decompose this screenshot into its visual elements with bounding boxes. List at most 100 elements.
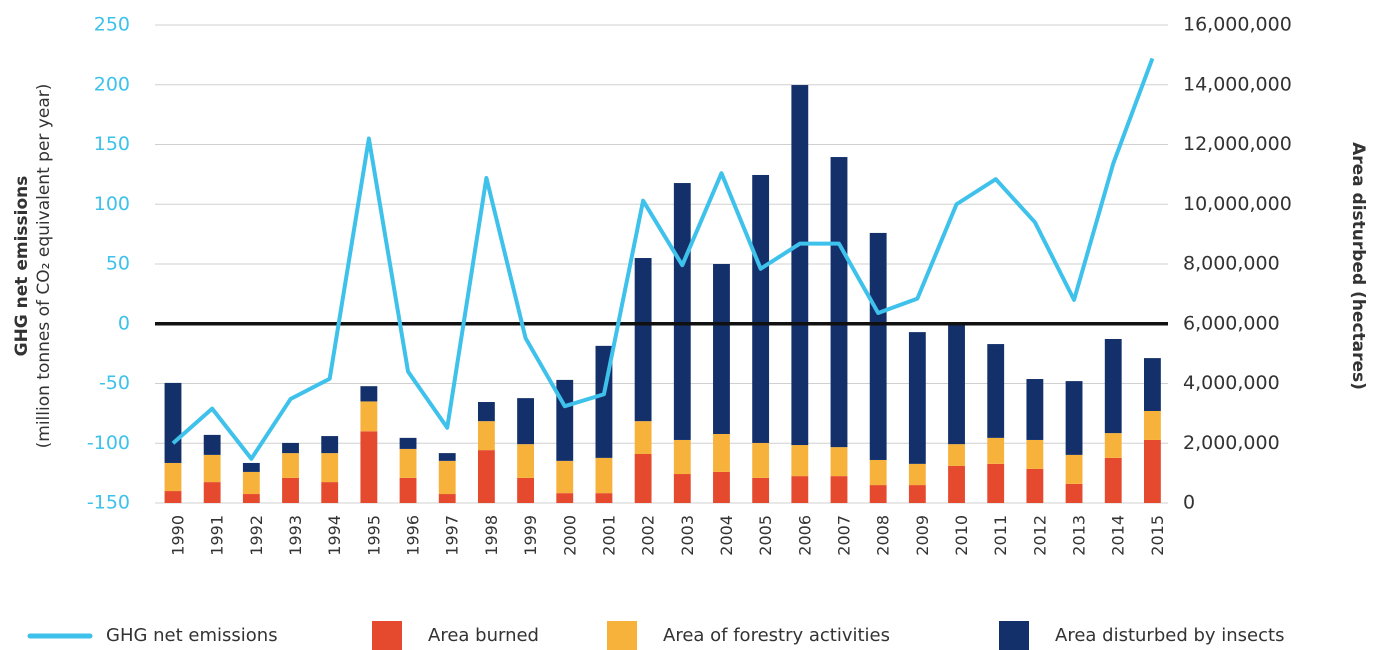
- y2-tick-label: 6,000,000: [1183, 312, 1280, 334]
- x-tick-group: 2008: [874, 515, 893, 556]
- bar-segment: [791, 476, 809, 503]
- bar-segment: [595, 457, 613, 494]
- x-tick-group: 1993: [286, 515, 305, 556]
- x-tick-label: 2012: [1030, 515, 1049, 556]
- y2-tick-label: 12,000,000: [1183, 133, 1292, 155]
- bar-segment: [869, 459, 887, 486]
- x-tick-label: 1994: [325, 515, 344, 556]
- x-tick-group: 2002: [639, 515, 658, 556]
- y2-tick-label: 14,000,000: [1183, 73, 1292, 95]
- x-tick-group: 1995: [364, 515, 383, 556]
- y-tick-label: 100: [94, 193, 130, 215]
- x-tick-label: 2008: [874, 515, 893, 556]
- bar-segment: [869, 232, 887, 460]
- x-tick-group: 2013: [1070, 515, 1089, 556]
- y2-tick-label: 2,000,000: [1183, 432, 1280, 454]
- bar-segment: [360, 401, 378, 432]
- bar-segment: [282, 442, 299, 454]
- bar-segment: [517, 477, 535, 503]
- bar-segment: [360, 431, 378, 503]
- bar-segment: [438, 460, 456, 495]
- bar-segment: [242, 494, 260, 503]
- x-tick-group: 1998: [482, 515, 501, 556]
- legend-label: Area burned: [428, 625, 539, 646]
- legend-swatch: [999, 621, 1029, 650]
- bar-segment: [282, 453, 299, 478]
- x-tick-group: 1991: [208, 515, 227, 556]
- x-tick-label: 1990: [168, 515, 187, 556]
- x-tick-group: 2006: [795, 515, 814, 556]
- y2-tick-label: 8,000,000: [1183, 253, 1280, 275]
- bar-segment: [438, 453, 456, 461]
- y-tick-label: -50: [99, 372, 130, 394]
- x-tick-label: 2001: [599, 515, 618, 556]
- bar-segment: [242, 471, 260, 495]
- bar-segment: [634, 454, 652, 503]
- bar-segment: [477, 450, 495, 503]
- bar-segment: [321, 482, 339, 503]
- x-tick-group: 2003: [678, 515, 697, 556]
- y-tick-label: 200: [94, 73, 130, 95]
- x-tick-label: 2003: [678, 515, 697, 556]
- legend-swatch: [607, 621, 637, 650]
- legend-swatch: [372, 621, 402, 650]
- x-tick-label: 1998: [482, 515, 501, 556]
- bar-segment: [1104, 433, 1122, 458]
- bar-segment: [1026, 379, 1044, 440]
- x-tick-group: 1992: [247, 515, 266, 556]
- bar-segment: [1065, 454, 1083, 484]
- bar-segment: [673, 474, 691, 503]
- bar-segment: [203, 454, 221, 483]
- x-tick-label: 2010: [952, 515, 971, 556]
- bar-segment: [948, 444, 965, 466]
- x-tick-group: 2011: [991, 515, 1010, 556]
- x-tick-group: 1999: [521, 515, 540, 556]
- x-tick-group: 2004: [717, 515, 736, 556]
- bar-segment: [556, 493, 574, 503]
- x-tick-label: 1991: [208, 515, 227, 556]
- bar-segment: [791, 445, 809, 477]
- bar-segment: [1026, 468, 1044, 503]
- bar-segment: [908, 485, 926, 503]
- bar-segment: [517, 444, 535, 478]
- bar-segment: [713, 471, 730, 503]
- x-tick-label: 2013: [1070, 515, 1089, 556]
- bar-segment: [164, 382, 182, 463]
- bar-segment: [360, 386, 378, 402]
- bar-segment: [517, 398, 535, 445]
- x-tick-label: 2011: [991, 515, 1010, 556]
- bar-segment: [203, 434, 221, 455]
- x-tick-label: 1997: [443, 515, 462, 556]
- x-tick-label: 1999: [521, 515, 540, 556]
- x-tick-label: 2006: [795, 515, 814, 556]
- bar-segment: [634, 421, 652, 455]
- bar-segment: [1026, 439, 1044, 469]
- x-tick-group: 2010: [952, 515, 971, 556]
- legend-label: GHG net emissions: [106, 625, 278, 646]
- bar-segment: [1065, 483, 1083, 503]
- bar-segment: [830, 157, 848, 448]
- bar-segment: [752, 477, 770, 503]
- bar-segment: [673, 439, 691, 475]
- bar-segment: [477, 421, 495, 451]
- bar-segment: [713, 433, 730, 472]
- y2-axis-title-group: Area disturbed (hectares): [1348, 142, 1368, 390]
- x-tick-label: 1995: [364, 515, 383, 556]
- bar-segment: [203, 482, 221, 503]
- bar-segment: [987, 463, 1005, 503]
- y-tick-label: 150: [94, 133, 130, 155]
- x-tick-label: 2004: [717, 515, 736, 556]
- legend-label: Area disturbed by insects: [1055, 625, 1284, 646]
- bar-segment: [242, 462, 260, 472]
- y2-tick-label: 10,000,000: [1183, 193, 1292, 215]
- bar-segment: [164, 491, 182, 503]
- bar-segment: [830, 447, 848, 477]
- x-tick-label: 2000: [560, 515, 579, 556]
- x-tick-group: 2009: [913, 515, 932, 556]
- x-tick-group: 1990: [168, 515, 187, 556]
- bar-segment: [791, 85, 809, 446]
- x-tick-label: 1993: [286, 515, 305, 556]
- bar-segment: [399, 448, 417, 478]
- y2-tick-label: 4,000,000: [1183, 372, 1280, 394]
